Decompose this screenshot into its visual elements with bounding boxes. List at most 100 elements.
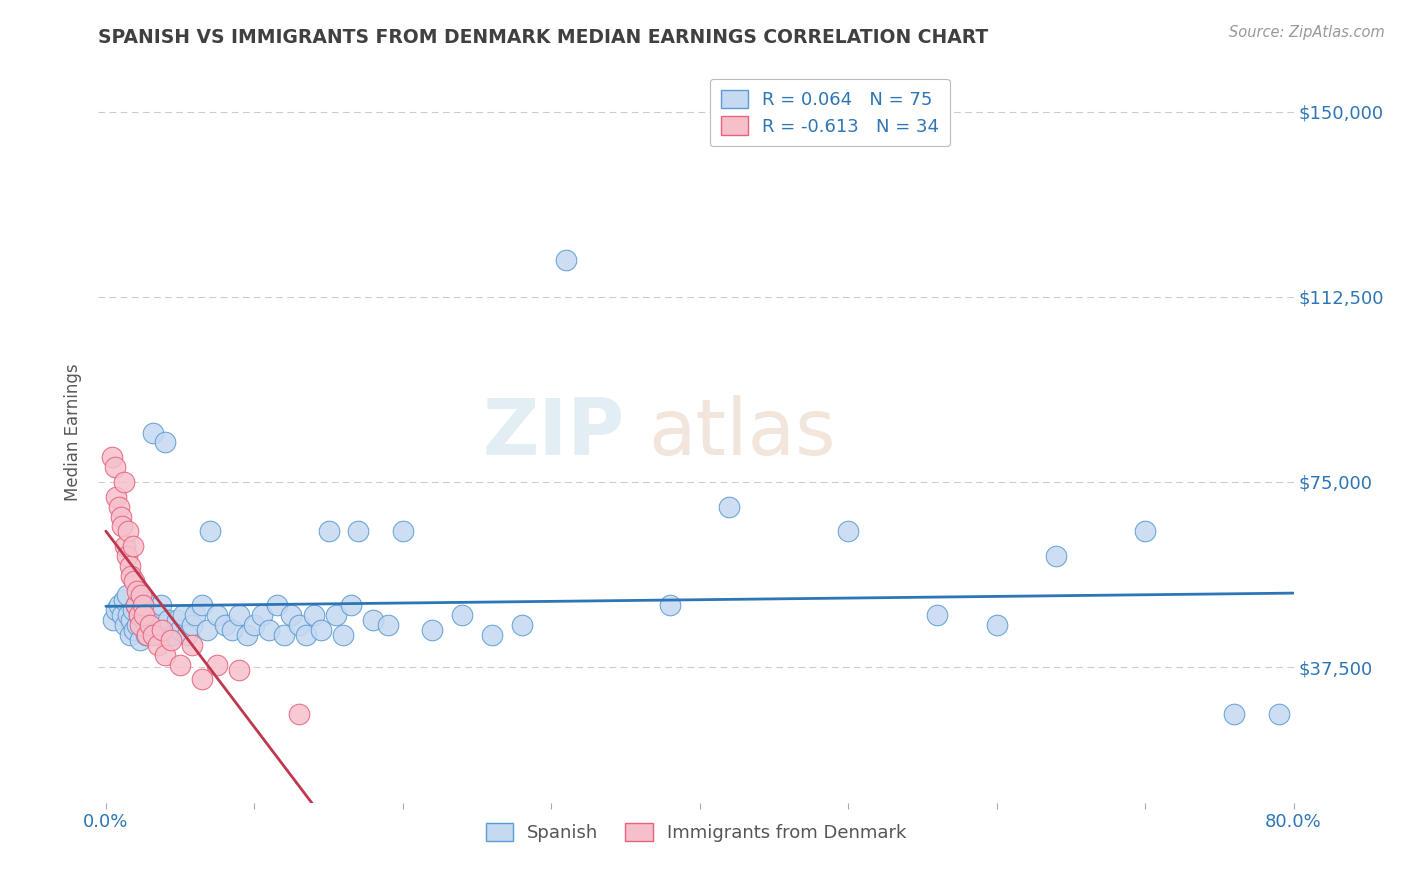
- Point: [111, 519, 134, 533]
- Point: [1223, 706, 1246, 721]
- Point: [114, 618, 136, 632]
- Point: [155, 435, 177, 450]
- Point: [118, 558, 141, 573]
- Point: [325, 608, 347, 623]
- Point: [422, 623, 444, 637]
- Point: [108, 500, 131, 514]
- Point: [115, 589, 138, 603]
- Point: [273, 628, 295, 642]
- Point: [228, 663, 250, 677]
- Point: [129, 632, 152, 647]
- Legend: Spanish, Immigrants from Denmark: Spanish, Immigrants from Denmark: [478, 815, 914, 849]
- Point: [115, 549, 138, 563]
- Point: [150, 623, 173, 637]
- Point: [221, 623, 243, 637]
- Point: [146, 608, 169, 623]
- Point: [169, 623, 191, 637]
- Point: [1267, 706, 1289, 721]
- Point: [1045, 549, 1067, 563]
- Point: [157, 613, 180, 627]
- Point: [169, 657, 191, 672]
- Point: [131, 589, 153, 603]
- Point: [125, 618, 148, 632]
- Point: [142, 425, 165, 440]
- Point: [128, 608, 150, 623]
- Point: [110, 509, 132, 524]
- Point: [377, 618, 399, 632]
- Point: [128, 608, 150, 623]
- Point: [166, 613, 188, 627]
- Point: [104, 460, 127, 475]
- Point: [250, 608, 273, 623]
- Point: [129, 618, 152, 632]
- Point: [117, 608, 139, 623]
- Text: ZIP: ZIP: [482, 394, 624, 471]
- Point: [361, 613, 384, 627]
- Point: [236, 628, 259, 642]
- Point: [288, 618, 311, 632]
- Point: [103, 613, 125, 627]
- Point: [155, 648, 177, 662]
- Text: SPANISH VS IMMIGRANTS FROM DENMARK MEDIAN EARNINGS CORRELATION CHART: SPANISH VS IMMIGRANTS FROM DENMARK MEDIA…: [98, 28, 988, 47]
- Point: [198, 524, 221, 539]
- Point: [114, 539, 136, 553]
- Point: [927, 608, 949, 623]
- Point: [181, 618, 204, 632]
- Point: [149, 599, 172, 613]
- Point: [295, 628, 318, 642]
- Point: [332, 628, 354, 642]
- Y-axis label: Median Earnings: Median Earnings: [65, 364, 83, 501]
- Point: [228, 608, 250, 623]
- Point: [125, 583, 148, 598]
- Point: [101, 450, 124, 465]
- Point: [112, 475, 135, 489]
- Point: [160, 632, 183, 647]
- Point: [135, 628, 157, 642]
- Point: [162, 628, 184, 642]
- Point: [142, 628, 165, 642]
- Point: [124, 599, 146, 613]
- Point: [122, 623, 145, 637]
- Point: [143, 628, 166, 642]
- Point: [391, 524, 413, 539]
- Point: [139, 618, 162, 632]
- Point: [191, 673, 214, 687]
- Point: [118, 628, 141, 642]
- Point: [108, 599, 131, 613]
- Point: [302, 608, 325, 623]
- Point: [481, 628, 503, 642]
- Point: [120, 568, 142, 582]
- Point: [266, 599, 288, 613]
- Point: [243, 618, 266, 632]
- Point: [136, 603, 159, 617]
- Point: [172, 608, 194, 623]
- Point: [718, 500, 741, 514]
- Point: [139, 618, 162, 632]
- Point: [280, 608, 302, 623]
- Point: [659, 599, 682, 613]
- Point: [837, 524, 859, 539]
- Point: [318, 524, 340, 539]
- Point: [195, 623, 218, 637]
- Point: [111, 608, 134, 623]
- Text: Source: ZipAtlas.com: Source: ZipAtlas.com: [1229, 25, 1385, 40]
- Point: [150, 623, 173, 637]
- Point: [555, 252, 578, 267]
- Point: [510, 618, 533, 632]
- Point: [146, 638, 169, 652]
- Point: [124, 599, 146, 613]
- Point: [1133, 524, 1156, 539]
- Point: [214, 618, 236, 632]
- Point: [309, 623, 332, 637]
- Point: [122, 574, 145, 588]
- Point: [134, 608, 156, 623]
- Point: [121, 539, 143, 553]
- Point: [347, 524, 370, 539]
- Point: [136, 628, 159, 642]
- Point: [181, 638, 204, 652]
- Point: [105, 490, 128, 504]
- Point: [451, 608, 474, 623]
- Point: [288, 706, 311, 721]
- Point: [176, 628, 198, 642]
- Point: [121, 603, 143, 617]
